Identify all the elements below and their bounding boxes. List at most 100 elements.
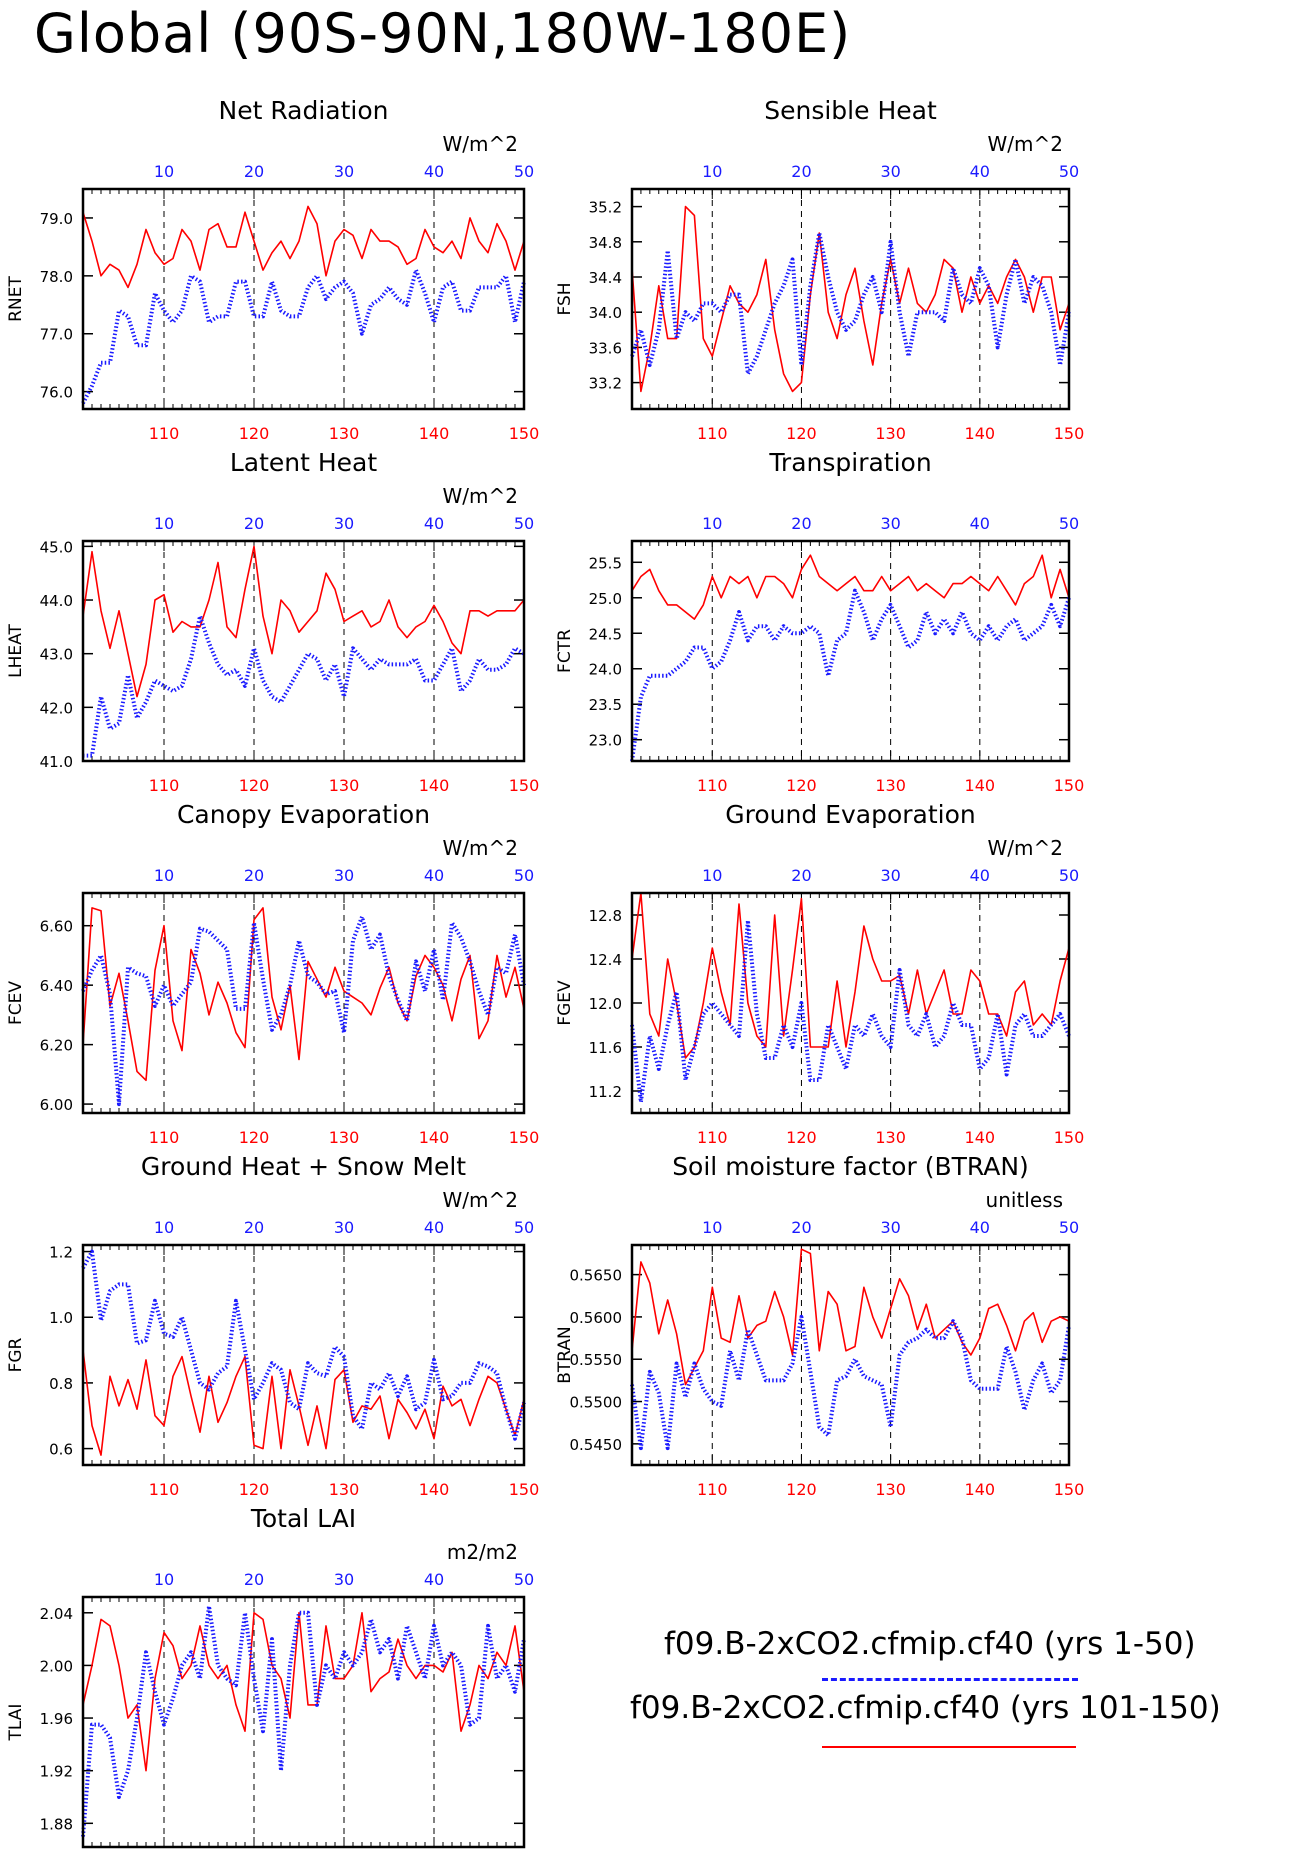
x-tick-label-bottom: 120: [786, 424, 817, 443]
x-tick-label-bottom: 150: [1054, 424, 1085, 443]
y-tick-label: 23.5: [589, 696, 622, 714]
chart-units-rnet: W/m^2: [443, 132, 518, 156]
x-tick-label-bottom: 110: [149, 1480, 180, 1499]
x-tick-label-top: 50: [514, 1570, 534, 1589]
y-tick-label: 12.8: [589, 907, 622, 925]
y-tick-label: 0.8: [49, 1375, 73, 1393]
y-tick-label: 45.0: [40, 538, 73, 556]
x-tick-label-top: 50: [514, 866, 534, 885]
series-line-blue-fgev: [630, 918, 1071, 1104]
y-tick-label: 12.0: [589, 995, 622, 1013]
x-tick-label-top: 10: [154, 1218, 174, 1237]
chart-title-fctr: Transpiration: [768, 448, 931, 477]
series-line-blue-btran: [630, 1314, 1071, 1451]
x-tick-label-top: 10: [154, 514, 174, 533]
x-tick-label-top: 30: [880, 162, 900, 181]
x-tick-label-bottom: 110: [149, 1128, 180, 1147]
chart-title-rnet: Net Radiation: [219, 96, 389, 125]
x-tick-label-bottom: 150: [509, 1480, 540, 1499]
x-tick-label-top: 50: [1059, 162, 1079, 181]
chart-title-fgev: Ground Evaporation: [725, 800, 975, 829]
y-axis-label-fcev: FCEV: [6, 981, 26, 1025]
plot-frame-btran: [630, 1243, 1071, 1467]
chart-title-btran: Soil moisture factor (BTRAN): [672, 1152, 1029, 1181]
y-tick-label: 2.04: [40, 1605, 73, 1623]
y-tick-label: 1.92: [40, 1763, 73, 1781]
y-tick-label: 34.8: [589, 234, 622, 252]
x-tick-label-top: 30: [880, 1218, 900, 1237]
y-tick-label: 76.0: [40, 384, 73, 402]
series-line-blue-fctr: [630, 588, 1071, 762]
chart-units-fcev: W/m^2: [443, 836, 518, 860]
x-tick-label-top: 50: [514, 162, 534, 181]
x-tick-label-top: 10: [154, 1570, 174, 1589]
y-tick-label: 41.0: [40, 753, 73, 771]
chart-units-fsh: W/m^2: [988, 132, 1063, 156]
legend-line-2: [822, 1746, 1076, 1748]
x-tick-label-top: 20: [791, 514, 811, 533]
x-tick-label-top: 40: [424, 866, 444, 885]
series-line-red-tlai: [82, 1612, 525, 1772]
series-line-blue-fgr: [81, 1249, 526, 1441]
x-tick-label-top: 20: [244, 1218, 264, 1237]
y-tick-label: 1.2: [49, 1244, 73, 1262]
x-tick-label-top: 20: [244, 162, 264, 181]
y-tick-label: 1.88: [40, 1815, 73, 1833]
plot-frame-fgev: [630, 891, 1071, 1115]
x-tick-label-top: 40: [424, 514, 444, 533]
chart-units-fgr: W/m^2: [443, 1188, 518, 1212]
y-tick-label: 24.0: [589, 661, 622, 679]
y-tick-label: 6.00: [40, 1096, 73, 1114]
plot-frame-fctr: [630, 539, 1071, 763]
x-tick-label-bottom: 110: [149, 776, 180, 795]
x-tick-label-top: 30: [880, 866, 900, 885]
y-tick-label: 0.5450: [570, 1436, 623, 1454]
y-axis-label-fsh: FSH: [555, 282, 575, 315]
y-tick-label: 33.6: [589, 339, 622, 357]
y-tick-label: 6.20: [40, 1037, 73, 1055]
chart-title-lheat: Latent Heat: [230, 448, 378, 477]
x-tick-label-top: 10: [154, 866, 174, 885]
x-tick-label-bottom: 130: [329, 424, 360, 443]
x-tick-label-top: 20: [791, 162, 811, 181]
x-tick-label-bottom: 140: [965, 776, 996, 795]
y-tick-label: 77.0: [40, 326, 73, 344]
x-tick-label-bottom: 140: [965, 424, 996, 443]
x-tick-label-bottom: 130: [329, 1480, 360, 1499]
x-tick-label-bottom: 120: [786, 1480, 817, 1499]
y-tick-label: 44.0: [40, 592, 73, 610]
series-line-blue-tlai: [81, 1604, 526, 1837]
y-tick-label: 0.5600: [570, 1309, 623, 1327]
series-line-red-rnet: [82, 205, 525, 289]
y-axis-label-lheat: LHEAT: [6, 624, 26, 678]
x-tick-label-top: 30: [334, 866, 354, 885]
y-tick-label: 24.5: [589, 625, 622, 643]
x-tick-label-bottom: 110: [697, 1128, 728, 1147]
y-tick-label: 11.2: [589, 1083, 622, 1101]
x-tick-label-bottom: 120: [786, 776, 817, 795]
x-tick-label-top: 20: [791, 1218, 811, 1237]
plot-frame-fsh: [630, 187, 1071, 411]
x-tick-label-top: 20: [244, 866, 264, 885]
plot-frame-fcev: [81, 891, 526, 1115]
y-tick-label: 23.0: [589, 732, 622, 750]
x-tick-label-bottom: 140: [419, 424, 450, 443]
x-tick-label-top: 50: [1059, 1218, 1079, 1237]
series-line-red-fcev: [82, 907, 525, 1082]
x-tick-label-top: 30: [334, 514, 354, 533]
series-line-red-lheat: [82, 545, 525, 698]
plot-frame-tlai: [81, 1595, 526, 1849]
y-axis-label-fctr: FCTR: [555, 629, 575, 673]
y-tick-label: 12.4: [589, 951, 622, 969]
x-tick-label-bottom: 140: [419, 1480, 450, 1499]
x-tick-label-top: 20: [244, 514, 264, 533]
x-tick-label-top: 40: [970, 162, 990, 181]
x-tick-label-bottom: 150: [509, 424, 540, 443]
y-tick-label: 0.5500: [570, 1394, 623, 1412]
chart-units-lheat: W/m^2: [443, 484, 518, 508]
x-tick-label-bottom: 120: [239, 776, 270, 795]
x-tick-label-top: 30: [334, 1570, 354, 1589]
x-tick-label-bottom: 150: [1054, 1480, 1085, 1499]
x-tick-label-top: 10: [702, 1218, 722, 1237]
y-tick-label: 78.0: [40, 268, 73, 286]
